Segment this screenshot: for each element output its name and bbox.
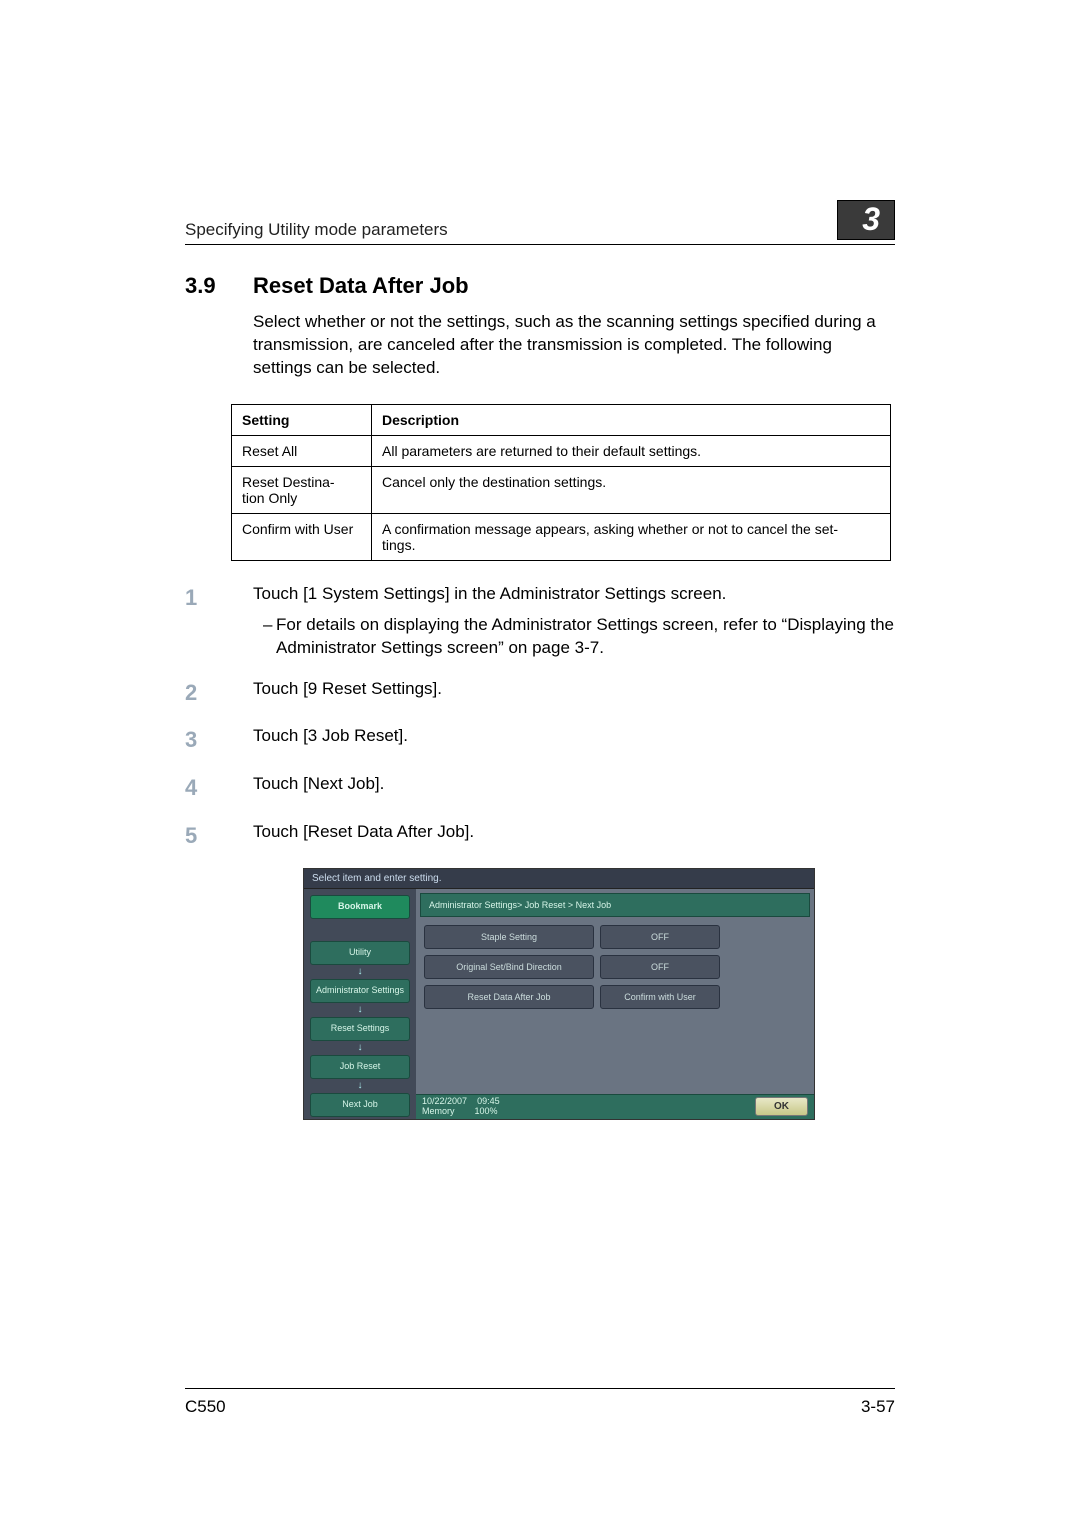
footer-time: 09:45 (477, 1096, 500, 1106)
step-number: 5 (185, 821, 253, 851)
footer-right: 3-57 (861, 1397, 895, 1417)
steps-list: 1 Touch [1 System Settings] in the Admin… (185, 583, 895, 851)
section-intro: Select whether or not the settings, such… (253, 311, 895, 380)
section-heading: 3.9Reset Data After Job (185, 273, 895, 299)
table-cell: A confirmation message appears, asking w… (372, 513, 891, 560)
screenshot-topbar: Select item and enter setting. (304, 869, 814, 889)
step-item: 5 Touch [Reset Data After Job]. (185, 821, 895, 851)
step-number: 1 (185, 583, 253, 660)
arrow-down-icon: ↓ (310, 967, 410, 977)
step-number: 4 (185, 773, 253, 803)
bookmark-button[interactable]: Bookmark (310, 895, 410, 919)
arrow-down-icon: ↓ (310, 1043, 410, 1053)
sidebar-item-utility[interactable]: Utility (310, 941, 410, 965)
table-row: Reset Destina-tion Only Cancel only the … (232, 466, 891, 513)
footer-memory-value: 100% (475, 1106, 498, 1116)
step-number: 3 (185, 725, 253, 755)
step-number: 2 (185, 678, 253, 708)
option-staple-setting[interactable]: Staple Setting (424, 925, 594, 949)
chapter-badge: 3 (837, 200, 895, 240)
running-header: Specifying Utility mode parameters 3 (185, 200, 895, 245)
step-item: 3 Touch [3 Job Reset]. (185, 725, 895, 755)
table-cell: Reset All (232, 435, 372, 466)
table-cell: Confirm with User (232, 513, 372, 560)
option-reset-data-after-job[interactable]: Reset Data After Job (424, 985, 594, 1009)
substep-text: For details on displaying the Administra… (276, 614, 895, 660)
table-cell: All parameters are returned to their def… (372, 435, 891, 466)
table-row: Confirm with User A confirmation message… (232, 513, 891, 560)
chapter-number: 3 (837, 200, 895, 240)
arrow-down-icon: ↓ (310, 1005, 410, 1015)
screenshot-sidebar: Bookmark Utility ↓ Administrator Setting… (304, 889, 416, 1118)
step-text: Touch [Reset Data After Job]. (253, 822, 474, 841)
step-text: Touch [Next Job]. (253, 774, 384, 793)
option-value[interactable]: OFF (600, 955, 720, 979)
step-item: 4 Touch [Next Job]. (185, 773, 895, 803)
step-text: Touch [1 System Settings] in the Adminis… (253, 584, 726, 603)
footer-left: C550 (185, 1397, 226, 1417)
sidebar-item-next-job[interactable]: Next Job (310, 1093, 410, 1117)
footer-memory-label: Memory (422, 1106, 455, 1116)
ok-button[interactable]: OK (755, 1097, 808, 1116)
step-item: 2 Touch [9 Reset Settings]. (185, 678, 895, 708)
option-value[interactable]: Confirm with User (600, 985, 720, 1009)
sidebar-item-job-reset[interactable]: Job Reset (310, 1055, 410, 1079)
step-item: 1 Touch [1 System Settings] in the Admin… (185, 583, 895, 660)
footer-date: 10/22/2007 (422, 1096, 467, 1106)
table-cell: Reset Destina-tion Only (232, 466, 372, 513)
dash-icon: – (253, 614, 276, 660)
step-text: Touch [9 Reset Settings]. (253, 679, 442, 698)
sidebar-item-admin-settings[interactable]: Administrator Settings (310, 979, 410, 1003)
section-number: 3.9 (185, 273, 253, 299)
arrow-down-icon: ↓ (310, 1081, 410, 1091)
screenshot-footer: 10/22/2007 09:45 Memory 100% OK (416, 1094, 814, 1119)
substep: – For details on displaying the Administ… (253, 614, 895, 660)
embedded-screenshot: Select item and enter setting. Bookmark … (303, 868, 815, 1119)
running-title: Specifying Utility mode parameters (185, 220, 448, 240)
section-title: Reset Data After Job (253, 273, 469, 298)
option-original-set[interactable]: Original Set/Bind Direction (424, 955, 594, 979)
sidebar-item-reset-settings[interactable]: Reset Settings (310, 1017, 410, 1041)
settings-table: Setting Description Reset All All parame… (231, 404, 891, 561)
table-header: Setting (232, 404, 372, 435)
option-value[interactable]: OFF (600, 925, 720, 949)
step-text: Touch [3 Job Reset]. (253, 726, 408, 745)
table-row: Reset All All parameters are returned to… (232, 435, 891, 466)
table-header: Description (372, 404, 891, 435)
page-footer: C550 3-57 (185, 1388, 895, 1417)
breadcrumb: Administrator Settings> Job Reset > Next… (420, 893, 810, 917)
table-cell: Cancel only the destination settings. (372, 466, 891, 513)
